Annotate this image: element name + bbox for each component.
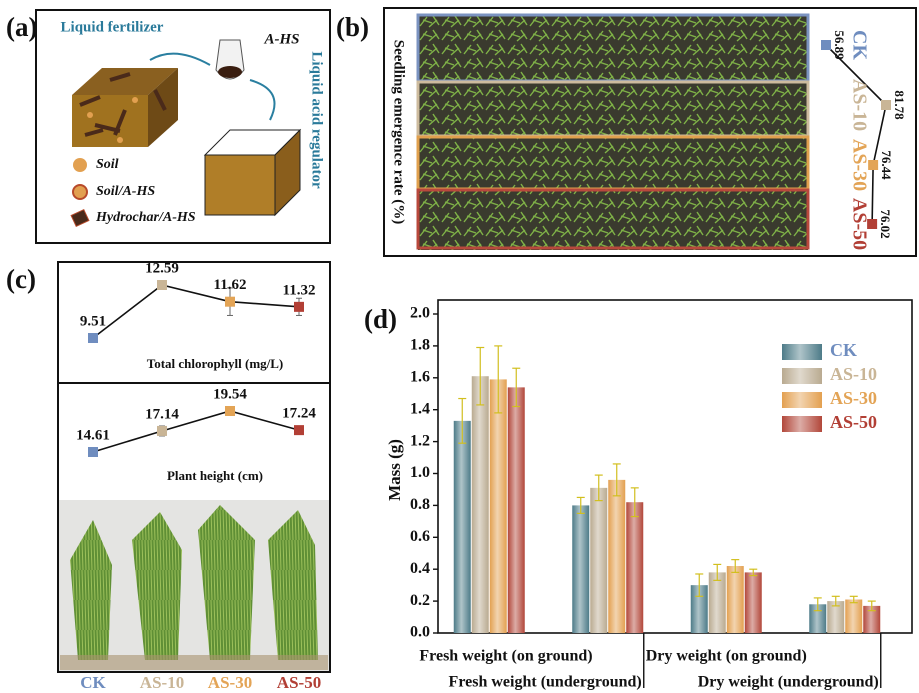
bar xyxy=(490,379,507,633)
category-label: CK xyxy=(80,673,106,692)
legend-icon xyxy=(73,158,87,172)
marker xyxy=(225,406,235,416)
value-label: 9.51 xyxy=(80,313,106,329)
particle xyxy=(132,97,138,103)
legend-label: AS-30 xyxy=(830,388,877,408)
legend-swatch xyxy=(782,416,822,432)
diagram-label: Liquid acid regulator xyxy=(309,51,325,189)
chart-title: Plant height (cm) xyxy=(167,468,263,483)
panel-label: (c) xyxy=(6,264,36,294)
legend-swatch xyxy=(782,392,822,408)
marker xyxy=(157,426,167,436)
bar xyxy=(709,572,726,633)
value-label: 76.44 xyxy=(879,150,894,180)
bar xyxy=(845,600,862,633)
y-tick-label: 1.4 xyxy=(410,400,430,417)
legend-icon xyxy=(73,185,87,199)
x-tick-label: Fresh weight (underground) xyxy=(449,674,642,691)
bar xyxy=(508,387,525,633)
marker xyxy=(294,302,304,312)
legend-label: AS-10 xyxy=(830,364,877,384)
particle xyxy=(87,112,93,118)
cube2-front xyxy=(205,155,275,215)
category-label: AS-30 xyxy=(208,673,252,692)
marker xyxy=(881,100,891,110)
y-tick-label: 0.2 xyxy=(410,592,430,609)
value-label: 17.24 xyxy=(282,406,316,422)
figure: (a) (b) (c) (d) Liquid fertilizer A-HS L… xyxy=(0,0,919,693)
category-label: AS-10 xyxy=(848,79,870,131)
category-label: AS-50 xyxy=(848,198,870,250)
y-tick-label: 1.0 xyxy=(410,464,430,481)
value-label: 81.78 xyxy=(892,90,907,120)
panel-label: (d) xyxy=(364,304,397,334)
bar xyxy=(454,421,471,633)
value-label: 11.32 xyxy=(283,282,316,298)
bar xyxy=(572,505,589,633)
legend-label: CK xyxy=(830,340,857,360)
marker xyxy=(225,297,235,307)
bar xyxy=(745,572,762,633)
value-label: 19.54 xyxy=(213,386,247,402)
y-tick-label: 0.6 xyxy=(410,528,430,545)
y-tick-label: 1.2 xyxy=(410,432,430,449)
marker xyxy=(157,280,167,290)
value-label: 76.02 xyxy=(878,209,893,238)
bar xyxy=(727,566,744,633)
legend-swatch xyxy=(782,368,822,384)
y-tick-label: 1.8 xyxy=(410,337,430,354)
bar xyxy=(626,502,643,633)
bar xyxy=(608,480,625,633)
value-label: 56.89 xyxy=(832,30,847,60)
marker xyxy=(294,425,304,435)
y-tick-label: 0.8 xyxy=(410,496,430,513)
y-tick-label: 0.4 xyxy=(410,560,430,577)
value-label: 11.62 xyxy=(214,277,247,293)
bar xyxy=(590,488,607,633)
category-label: AS-30 xyxy=(848,139,870,191)
photo xyxy=(418,14,808,250)
category-label: AS-50 xyxy=(277,673,321,692)
y-tick-label: 2.0 xyxy=(410,305,430,322)
y-axis-label: Seedling emergence rate (%) xyxy=(391,40,407,225)
y-tick-label: 1.6 xyxy=(410,368,430,385)
particle xyxy=(117,137,123,143)
diagram-legend: Soil xyxy=(96,157,119,172)
diagram-label: Liquid fertilizer xyxy=(61,19,164,35)
marker xyxy=(821,40,831,50)
panel-label: (b) xyxy=(336,12,369,42)
roots xyxy=(60,655,328,670)
x-tick-label: Fresh weight (on ground) xyxy=(419,648,592,665)
x-tick-label: Dry weight (underground) xyxy=(698,674,879,691)
marker xyxy=(88,333,98,343)
diagram-legend: Soil/A-HS xyxy=(96,184,155,199)
bar xyxy=(472,376,489,633)
value-label: 14.61 xyxy=(76,427,110,443)
panel-label: (a) xyxy=(6,12,37,42)
diagram-label: A-HS xyxy=(263,31,299,47)
y-axis-label: Mass (g) xyxy=(385,439,404,501)
y-tick-label: 0.0 xyxy=(410,624,430,641)
value-label: 12.59 xyxy=(145,260,179,276)
chart-title: Total chlorophyll (mg/L) xyxy=(147,356,284,371)
legend-swatch xyxy=(782,344,822,360)
flask-liquid xyxy=(218,66,242,78)
x-tick-label: Dry weight (on ground) xyxy=(646,648,807,665)
marker xyxy=(88,447,98,457)
category-label: CK xyxy=(848,30,870,60)
category-label: AS-10 xyxy=(140,673,184,692)
legend-label: AS-50 xyxy=(830,412,877,432)
diagram-legend: Hydrochar/A-HS xyxy=(95,210,196,225)
value-label: 17.14 xyxy=(145,406,179,422)
